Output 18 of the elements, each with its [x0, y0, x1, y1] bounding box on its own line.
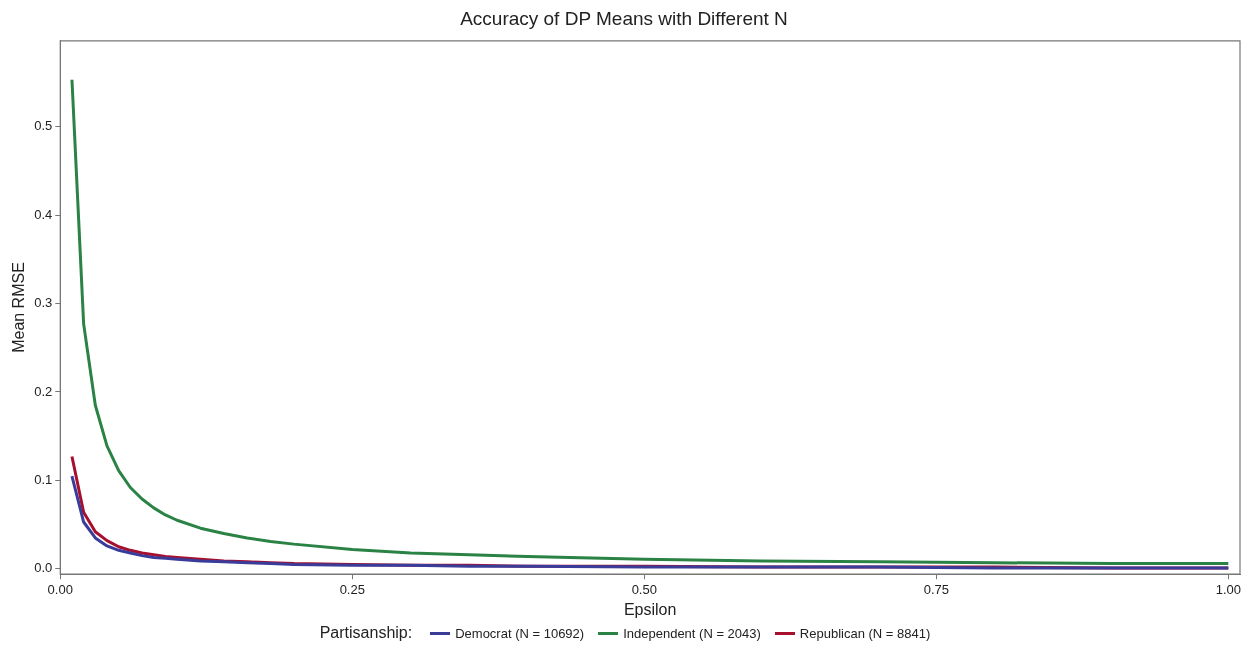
x-axis-title: Epsilon: [623, 600, 677, 618]
y-tick-label: 0.5: [34, 118, 53, 134]
x-tick-label: 1.00: [1215, 581, 1241, 597]
legend-title: Partisanship:: [319, 624, 413, 642]
y-tick-label: 0.3: [34, 295, 53, 311]
y-axis-title: Mean RMSE: [10, 262, 28, 353]
legend-label: Republican (N = 8841): [799, 625, 931, 641]
x-tick-label: 0.00: [47, 581, 73, 597]
y-tick-label: 0.1: [34, 472, 53, 488]
y-tick-label: 0.0: [34, 560, 53, 576]
y-tick-label: 0.4: [34, 206, 53, 222]
x-tick-label: 0.75: [923, 581, 949, 597]
y-tick-label: 0.2: [34, 383, 53, 399]
x-tick-label: 0.25: [339, 581, 365, 597]
legend-label: Independent (N = 2043): [623, 625, 761, 641]
x-tick-label: 0.50: [631, 581, 657, 597]
chart-title: Accuracy of DP Means with Different N: [460, 7, 788, 29]
legend-label: Democrat (N = 10692): [455, 625, 585, 641]
